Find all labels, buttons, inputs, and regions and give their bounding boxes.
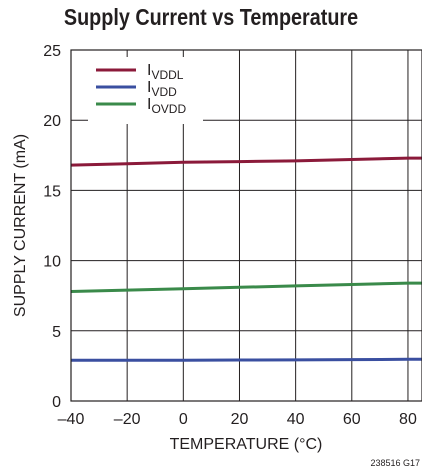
legend-label-vdd: IVDD bbox=[147, 79, 177, 99]
x-tick-label: 40 bbox=[287, 411, 305, 428]
series-line-ovdd bbox=[70, 281, 422, 293]
x-tick-label: –40 bbox=[58, 411, 85, 428]
y-tick-labels: 0 5 10 15 20 25 bbox=[43, 43, 61, 411]
x-tick-labels: –40 –20 0 20 40 60 80 bbox=[58, 411, 417, 428]
x-axis-label: TEMPERATURE (°C) bbox=[170, 436, 323, 453]
plot-frame bbox=[70, 49, 422, 402]
y-axis-label: SUPPLY CURRENT (mA) bbox=[12, 134, 29, 317]
series-line-vddl bbox=[70, 156, 422, 167]
x-tick-label: 20 bbox=[231, 411, 249, 428]
series-lines bbox=[70, 156, 422, 362]
x-tick-label: 60 bbox=[343, 411, 361, 428]
y-tick-label: 5 bbox=[52, 324, 61, 341]
x-tick-label: –20 bbox=[114, 411, 141, 428]
x-tick-label: 80 bbox=[399, 411, 417, 428]
legend-label-ovdd: IOVDD bbox=[147, 96, 186, 116]
y-tick-label: 25 bbox=[43, 43, 61, 60]
y-tick-label: 0 bbox=[52, 394, 61, 411]
y-tick-label: 10 bbox=[43, 254, 61, 271]
x-tick-label: 0 bbox=[179, 411, 188, 428]
series-line-vdd bbox=[71, 357, 422, 362]
figure-id: 238516 G17 bbox=[370, 458, 420, 468]
y-tick-label: 20 bbox=[43, 113, 61, 130]
legend-label-vddl: IVDDL bbox=[147, 62, 184, 82]
y-tick-label: 15 bbox=[43, 183, 61, 200]
chart-title: Supply Current vs Temperature bbox=[63, 4, 359, 30]
legend-background bbox=[88, 57, 203, 124]
